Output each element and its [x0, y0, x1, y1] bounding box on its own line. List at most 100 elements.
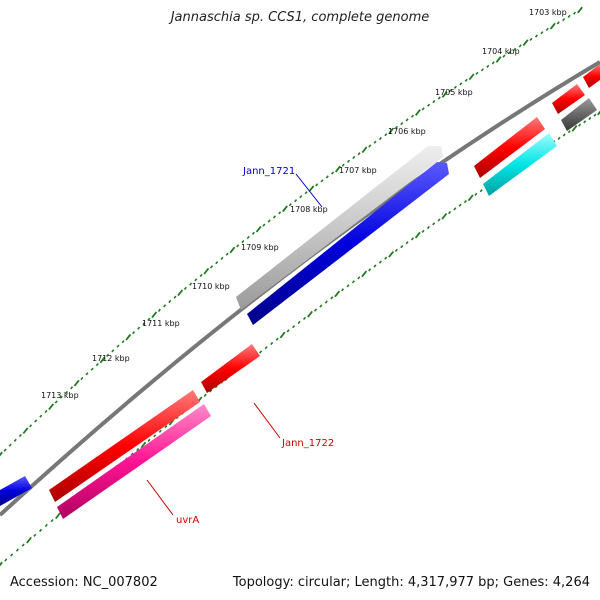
- outer-tick-mark: [125, 333, 132, 341]
- outer-tick-mark: [215, 261, 219, 265]
- outer-tick-mark: [29, 424, 33, 428]
- inner-tick-mark: [373, 264, 377, 268]
- accession-text: Accession: NC_007802: [10, 575, 158, 590]
- inner-tick-mark: [441, 212, 448, 220]
- outer-tick-mark: [142, 322, 146, 326]
- gene-label-jann1722[interactable]: Jann_1722: [281, 438, 334, 449]
- inner-tick-mark: [153, 434, 157, 438]
- outer-tick-mark: [95, 362, 99, 367]
- outer-tick-mark: [34, 419, 38, 423]
- outer-tick-mark: [388, 127, 395, 135]
- outer-tick-mark: [288, 203, 292, 207]
- outer-tick-mark: [577, 6, 583, 14]
- outer-tick-mark: [414, 109, 421, 116]
- inner-tick-mark: [140, 441, 147, 449]
- inner-tick-mark: [334, 290, 341, 298]
- gene-label-uvra[interactable]: uvrA: [176, 515, 199, 526]
- inner-tick-mark: [330, 296, 334, 300]
- scale-label: 1703 kbp: [529, 8, 567, 17]
- outer-tick-mark: [48, 403, 55, 411]
- inner-tick-mark: [432, 222, 436, 226]
- outer-tick-mark: [437, 96, 441, 100]
- outer-tick-mark: [556, 21, 560, 25]
- gene-label-jann1721[interactable]: Jann_1721: [242, 166, 295, 177]
- inner-tick-mark: [479, 189, 483, 193]
- inner-tick-mark: [567, 130, 571, 134]
- gene-feature-red-b[interactable]: [552, 84, 585, 114]
- inner-tick-mark: [259, 350, 263, 354]
- outer-tick-mark: [464, 78, 468, 82]
- inner-tick-mark: [463, 199, 467, 204]
- inner-tick-mark: [10, 553, 14, 557]
- outer-tick-mark: [378, 136, 382, 141]
- outer-tick-mark: [441, 91, 448, 98]
- inner-tick-mark: [351, 280, 355, 284]
- gene-feature-blue[interactable]: [247, 162, 449, 325]
- inner-tick-mark: [4, 558, 8, 562]
- gene-feature-red-c[interactable]: [583, 64, 600, 88]
- outer-tick-mark: [54, 400, 58, 404]
- inner-tick-mark: [270, 341, 274, 346]
- outer-tick-mark: [147, 317, 151, 321]
- outer-tick-mark: [39, 414, 43, 418]
- inner-tick-mark: [346, 284, 350, 288]
- outer-tick-mark: [421, 107, 425, 111]
- outer-tick-mark: [368, 144, 372, 148]
- outer-tick-mark: [304, 191, 308, 195]
- outer-tick-mark: [567, 14, 571, 19]
- outer-tick-mark: [549, 22, 556, 30]
- gene-feature-cyan[interactable]: [483, 133, 557, 196]
- outer-tick-mark: [480, 68, 484, 72]
- outer-tick-mark: [352, 155, 356, 160]
- scale-label: 1708 kbp: [290, 205, 328, 214]
- inner-tick-mark: [414, 231, 421, 239]
- outer-tick-mark: [99, 356, 106, 364]
- outer-tick-mark: [0, 451, 3, 457]
- inner-tick-mark: [0, 561, 3, 567]
- gene-feature-red-long[interactable]: [49, 390, 200, 502]
- inner-tick-mark: [39, 528, 43, 533]
- outer-tick-mark: [13, 438, 17, 442]
- gene-feature-magenta-uvra[interactable]: [57, 404, 211, 519]
- outer-tick-mark: [209, 265, 214, 269]
- inner-tick-mark: [588, 116, 592, 121]
- outer-tick-mark: [22, 427, 29, 435]
- outer-tick-mark: [272, 215, 277, 219]
- outer-tick-mark: [534, 34, 539, 38]
- inner-tick-mark: [394, 248, 398, 253]
- outer-tick-mark: [177, 289, 184, 297]
- inner-tick-mark: [264, 346, 268, 350]
- inner-tick-mark: [313, 308, 318, 312]
- outer-tick-mark: [255, 225, 262, 233]
- outer-tick-mark: [502, 54, 506, 58]
- outer-tick-mark: [241, 239, 245, 244]
- scale-label: 1711 kbp: [142, 319, 180, 328]
- inner-tick-mark: [583, 120, 587, 124]
- gene-feature-darkgray[interactable]: [561, 98, 597, 131]
- outer-tick-mark: [163, 304, 167, 308]
- inner-tick-mark: [341, 288, 345, 292]
- scale-label: 1705 kbp: [435, 88, 473, 97]
- gene-feature-red-a[interactable]: [474, 117, 545, 178]
- inner-tick-mark: [467, 194, 474, 202]
- outer-tick-mark: [90, 367, 94, 371]
- gene-feature-red-jann1722[interactable]: [201, 344, 260, 393]
- inner-tick-mark: [458, 203, 462, 207]
- outer-tick-mark: [168, 299, 172, 304]
- outer-tick-mark: [361, 146, 368, 154]
- gene-feature-gray[interactable]: [236, 146, 443, 310]
- outer-tick-mark: [262, 223, 266, 227]
- inner-tick-mark: [378, 260, 382, 264]
- outer-tick-mark: [453, 85, 457, 89]
- outer-tick-mark: [111, 349, 115, 353]
- outer-tick-mark: [70, 386, 74, 390]
- outer-tick-mark: [341, 163, 345, 167]
- inner-tick-mark: [388, 250, 395, 258]
- outer-tick-mark: [427, 103, 431, 107]
- inner-tick-mark: [292, 325, 296, 329]
- gene-feature-blue-left[interactable]: [0, 476, 32, 506]
- inner-tick-mark: [275, 337, 279, 341]
- outer-tick-mark: [246, 235, 250, 240]
- outer-tick-mark: [203, 267, 210, 275]
